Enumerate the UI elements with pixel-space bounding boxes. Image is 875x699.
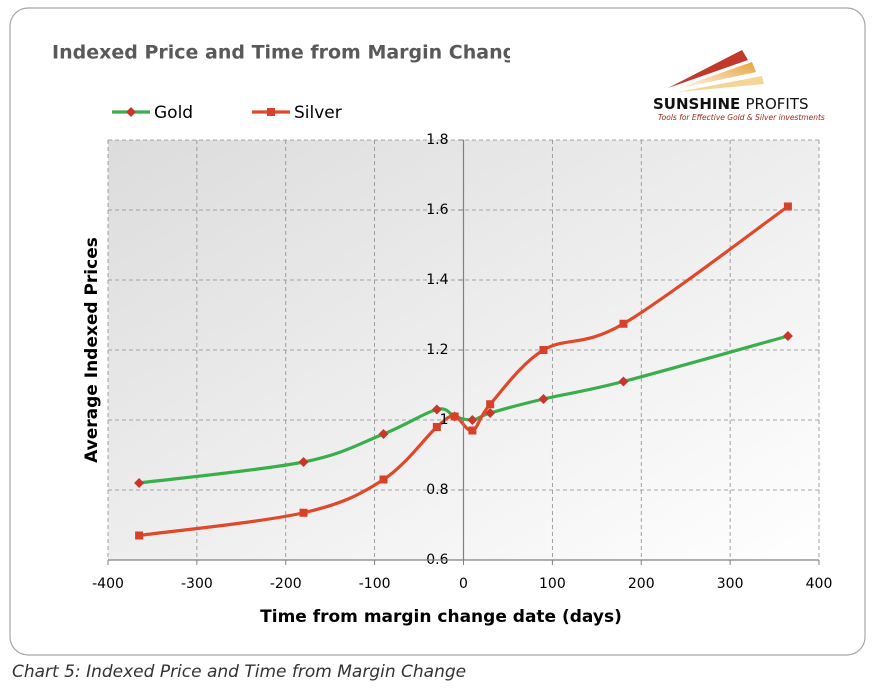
x-tick-label: 400: [806, 576, 833, 592]
x-axis-title: Time from margin change date (days): [260, 607, 622, 627]
marker: [135, 531, 144, 540]
logo-ray: [678, 76, 764, 92]
marker: [539, 346, 548, 354]
x-tick-label: -400: [92, 576, 124, 592]
logo: SUNSHINE PROFITS Tools for Effective Gol…: [653, 50, 825, 122]
series-line: [138, 334, 789, 485]
marker: [538, 394, 549, 404]
marker: [432, 423, 441, 431]
marker: [378, 429, 389, 439]
marker: [486, 400, 495, 409]
y-tick-label: 1.6: [426, 202, 448, 218]
marker: [783, 202, 792, 211]
x-tick-label: 0: [459, 576, 468, 592]
legend-label: Gold: [154, 103, 193, 123]
marker: [298, 457, 309, 467]
marker: [468, 426, 477, 435]
x-tick-label: 100: [539, 576, 566, 592]
caption: Chart 5: Indexed Price and Time from Mar…: [12, 662, 466, 682]
marker: [618, 376, 629, 387]
x-tick-label: 200: [628, 576, 655, 592]
legend-label: Silver: [294, 103, 342, 123]
logo-tagline: Tools for Effective Gold & Silver invest…: [658, 113, 825, 122]
marker: [299, 508, 308, 517]
x-tick-label: -300: [181, 576, 213, 592]
marker: [379, 475, 388, 484]
marker: [267, 108, 275, 116]
x-tick-label: -200: [270, 576, 302, 592]
y-tick-label: 1.2: [426, 342, 448, 358]
x-tick-label: -100: [359, 576, 391, 592]
x-tick-label: 300: [717, 576, 744, 592]
logo-name: SUNSHINE PROFITS: [653, 95, 809, 113]
logo-ray: [668, 50, 748, 88]
marker: [619, 319, 628, 328]
y-tick-label: 0.8: [426, 482, 448, 498]
marker: [126, 107, 136, 117]
marker: [450, 412, 459, 421]
y-axis-title: Average Indexed Prices: [82, 237, 102, 463]
marker: [485, 408, 496, 418]
marker: [782, 331, 793, 341]
y-tick-label: 1.8: [426, 132, 448, 148]
y-tick-label: 1.4: [426, 272, 448, 288]
logo-ray: [672, 62, 756, 90]
marker: [467, 415, 478, 425]
chart-title: Indexed Price and Time from Margin Chang…: [52, 42, 529, 64]
y-tick-label: 1: [440, 412, 449, 428]
marker: [431, 404, 442, 415]
marker: [134, 478, 145, 488]
